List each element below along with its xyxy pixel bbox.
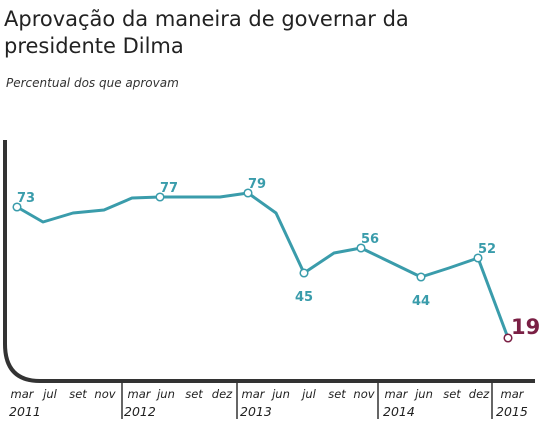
x-axis <box>3 140 535 383</box>
x-tick-label: jun <box>270 387 290 401</box>
data-point <box>299 268 309 278</box>
x-tick-label: jul <box>41 387 57 401</box>
x-tick-label: jul <box>300 387 316 401</box>
data-point <box>503 333 513 343</box>
data-label: 56 <box>361 232 379 247</box>
data-label: 73 <box>17 191 35 206</box>
x-tick-label: mar <box>501 387 525 401</box>
data-point <box>356 243 366 253</box>
x-tick-label: mar <box>128 387 152 401</box>
data-point <box>155 192 165 202</box>
x-tick-label: set <box>69 387 87 401</box>
x-tick-label: set <box>328 387 346 401</box>
data-point <box>12 202 22 212</box>
data-label: 52 <box>478 242 496 257</box>
data-label: 45 <box>295 290 313 305</box>
data-point <box>473 253 483 263</box>
x-tick-label: set <box>185 387 203 401</box>
data-label: 19 <box>511 315 540 339</box>
year-label: 2013 <box>240 404 272 419</box>
x-tick-label: set <box>443 387 461 401</box>
x-tick-label: jun <box>155 387 175 401</box>
series-line <box>15 191 510 340</box>
data-point <box>243 188 253 198</box>
x-tick-label: jun <box>413 387 433 401</box>
year-label: 2011 <box>9 404 41 419</box>
year-label: 2014 <box>383 404 415 419</box>
data-point <box>416 272 426 282</box>
x-tick-label: mar <box>11 387 35 401</box>
x-tick-label: dez <box>212 387 233 401</box>
x-tick-label: nov <box>353 387 374 401</box>
year-label: 2015 <box>496 404 528 419</box>
data-label: 77 <box>160 181 178 196</box>
chart-title: Aprovação da maneira de governar da pres… <box>4 7 409 58</box>
chart-subtitle: Percentual dos que aprovam <box>6 76 179 90</box>
year-label: 2012 <box>124 404 156 419</box>
x-tick-label: dez <box>469 387 490 401</box>
x-tick-label: mar <box>242 387 266 401</box>
data-label: 44 <box>412 294 430 309</box>
data-label: 79 <box>248 177 266 192</box>
x-tick-label: mar <box>385 387 409 401</box>
x-tick-label: nov <box>94 387 115 401</box>
